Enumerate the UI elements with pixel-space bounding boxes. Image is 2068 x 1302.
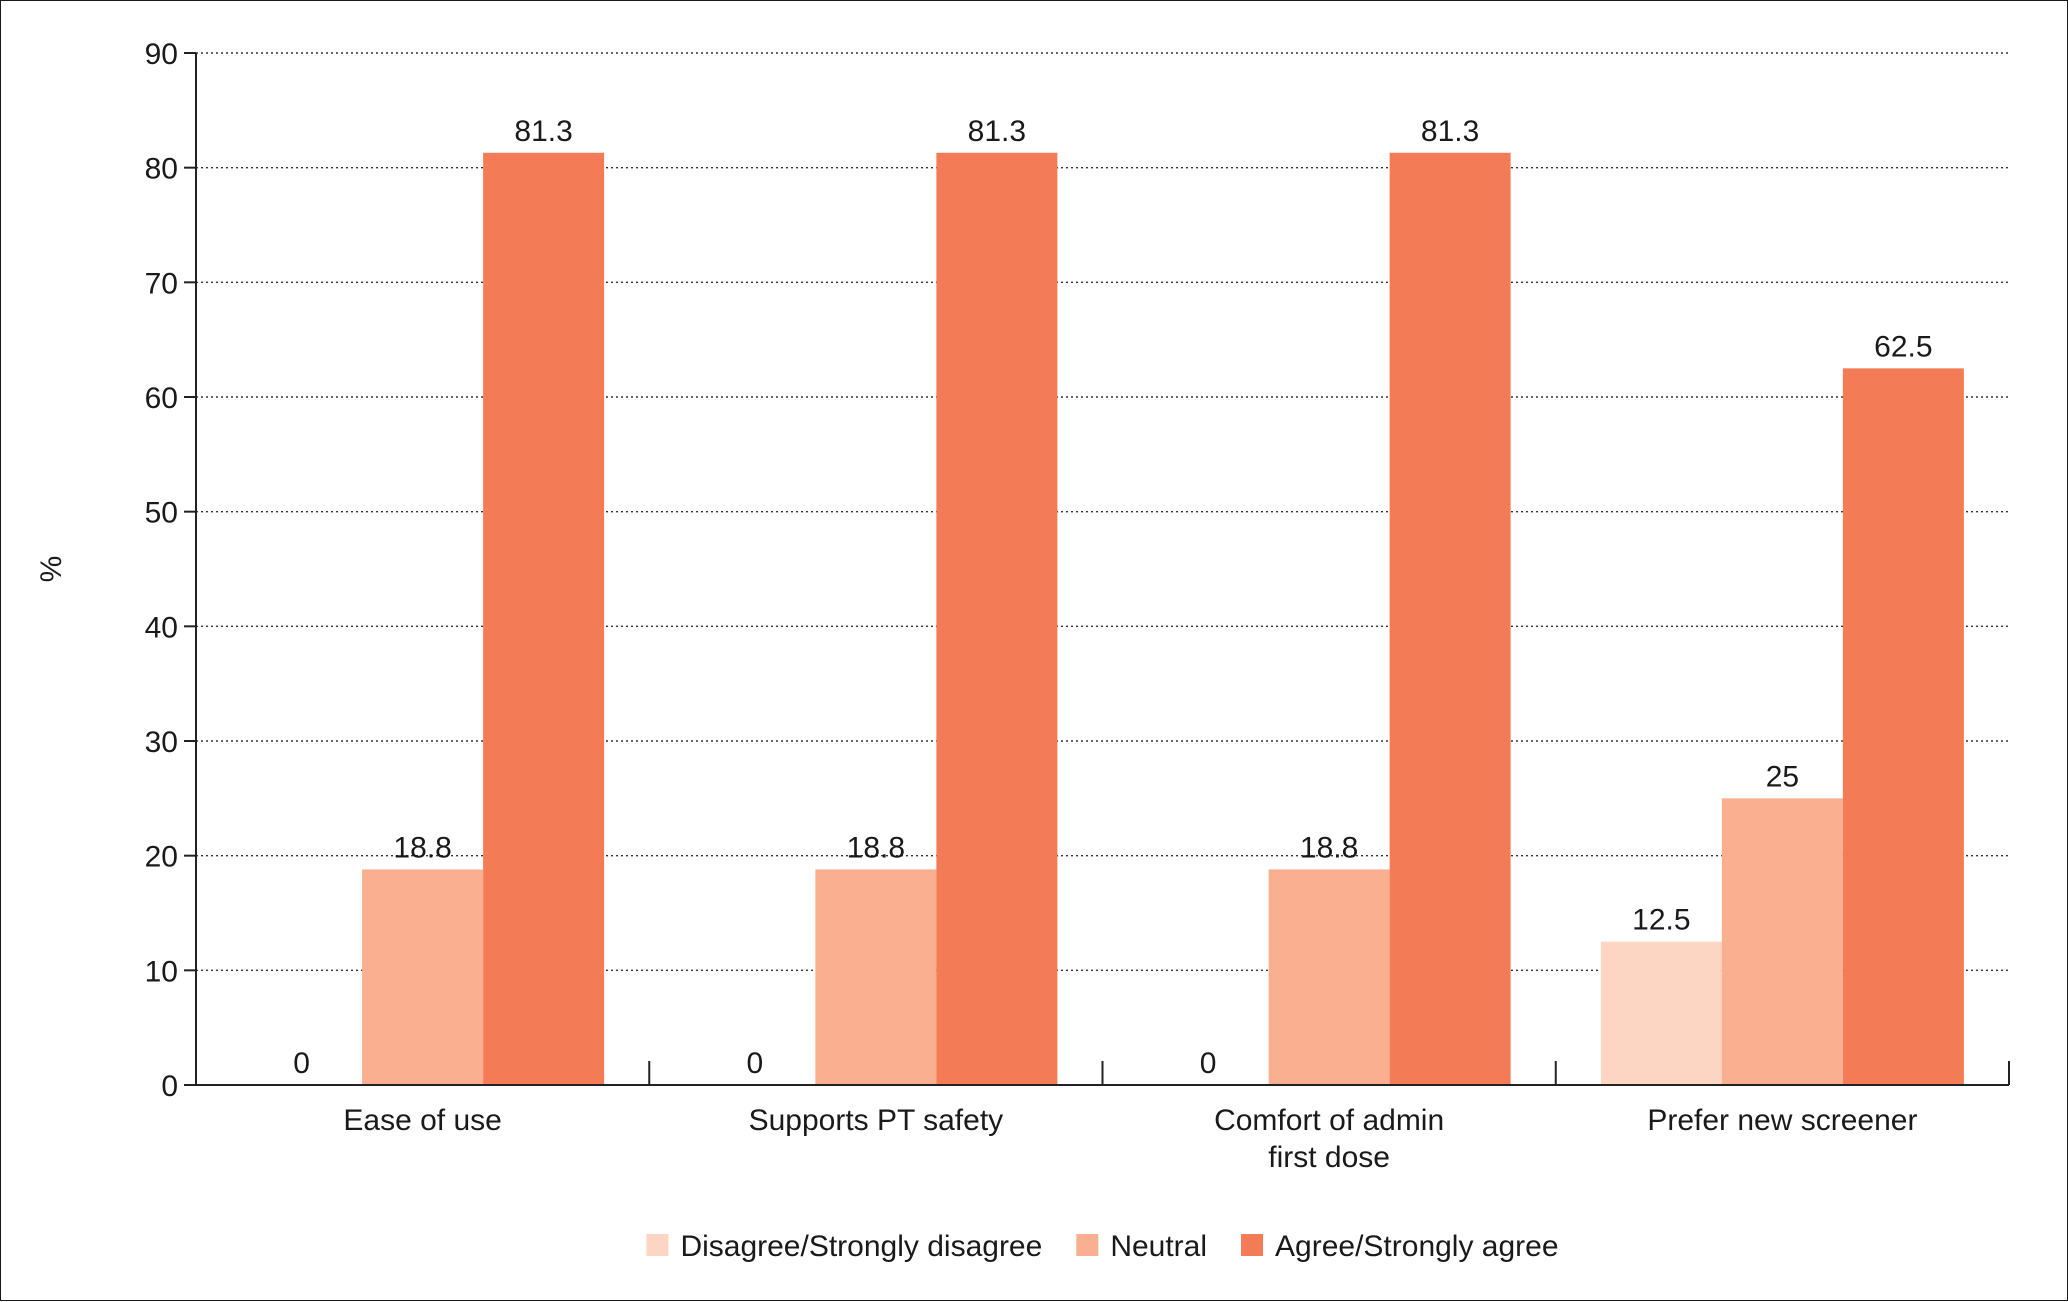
legend-item: Neutral (1076, 1230, 1207, 1263)
legend-item: Disagree/Strongly disagree (646, 1230, 1042, 1263)
data-label: 81.3 (968, 115, 1026, 148)
y-tick-label: 90 (145, 38, 178, 71)
bar (1721, 798, 1843, 1085)
data-label: 18.8 (1300, 831, 1358, 864)
legend-item: Agree/Strongly agree (1241, 1230, 1559, 1263)
data-label: 12.5 (1632, 904, 1690, 937)
bar (1268, 869, 1390, 1085)
x-tick-label: Prefer new screener (1647, 1104, 1917, 1137)
bar (815, 869, 937, 1085)
data-label: 25 (1766, 760, 1799, 793)
legend: Disagree/Strongly disagree Neutral Agree/S… (646, 1230, 1559, 1263)
y-tick-label: 50 (145, 497, 178, 530)
bar (1600, 941, 1722, 1085)
data-label: 0 (1200, 1047, 1217, 1080)
data-labels: 0 0 0 12.5 18.8 18.8 18.8 25 81.3 81.3 81.3 62.5 (293, 115, 1932, 1080)
data-label: 62.5 (1874, 330, 1932, 363)
bar (936, 152, 1058, 1085)
y-tick-label: 70 (145, 267, 178, 300)
y-tick-label: 60 (145, 382, 178, 415)
legend-label: Disagree/Strongly disagree (680, 1230, 1042, 1263)
y-tick-label: 0 (161, 1070, 178, 1103)
data-label: 18.8 (847, 831, 905, 864)
legend-label: Neutral (1110, 1230, 1207, 1263)
y-tick-label: 30 (145, 726, 178, 759)
y-tick-label: 40 (145, 611, 178, 644)
y-axis-title: % (35, 556, 68, 583)
axes: 0 10 20 30 40 50 60 70 80 90 Ease of use Supports P… (35, 38, 2010, 1174)
bar (483, 152, 605, 1085)
data-label: 18.8 (393, 831, 451, 864)
legend-swatch (646, 1234, 669, 1256)
bar (362, 869, 484, 1085)
data-label: 81.3 (514, 115, 572, 148)
gridlines (196, 52, 2009, 972)
x-tick-label: Ease of use (343, 1104, 501, 1137)
x-tick-label: Comfort of admin first dose (1214, 1104, 1444, 1174)
bars (362, 152, 1964, 1085)
data-label: 0 (293, 1047, 310, 1080)
y-tick-label: 20 (145, 841, 178, 874)
legend-label: Agree/Strongly agree (1275, 1230, 1559, 1263)
legend-swatch (1241, 1234, 1264, 1256)
y-tick-label: 80 (145, 153, 178, 186)
data-label: 81.3 (1421, 115, 1479, 148)
y-tick-label: 10 (145, 955, 178, 988)
bar (1389, 152, 1511, 1085)
x-tick-label: Supports PT safety (749, 1104, 1004, 1137)
legend-swatch (1076, 1234, 1099, 1256)
data-label: 0 (747, 1047, 764, 1080)
bar (1842, 368, 1964, 1085)
